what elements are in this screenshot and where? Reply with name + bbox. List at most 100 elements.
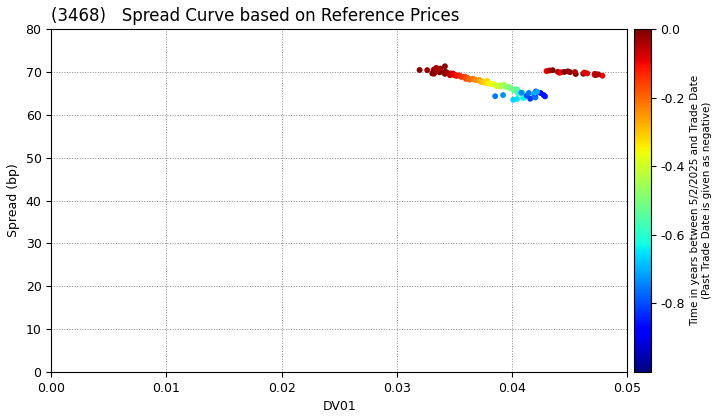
Point [486,81,498,87]
Point [460,76,472,82]
Point [590,71,602,78]
Point [428,71,440,77]
Point [524,95,536,102]
Point [508,87,520,94]
Point [482,77,493,84]
Point [455,74,467,80]
Point [582,70,593,77]
Point [474,76,485,83]
Point [474,77,485,84]
Point [593,71,604,78]
Point [523,89,535,96]
Point [491,83,503,89]
Point [459,74,471,80]
Point [484,80,495,87]
Point [503,84,515,91]
Point [544,67,555,74]
Point [490,93,501,100]
Point [435,65,446,72]
Point [426,70,438,77]
Point [429,69,441,76]
Point [441,69,452,76]
Text: (3468)   Spread Curve based on Reference Prices: (3468) Spread Curve based on Reference P… [51,7,460,25]
Point [529,89,541,96]
Point [489,81,500,88]
Point [570,71,582,77]
Point [487,81,499,87]
Point [562,68,574,75]
Point [448,71,459,78]
Point [521,92,533,99]
Point [516,89,527,96]
Point [589,71,600,77]
Point [469,76,480,83]
Point [570,69,581,76]
Point [449,72,460,79]
Point [478,79,490,86]
Point [589,71,600,78]
Point [495,82,507,89]
Point [510,86,521,92]
Point [500,84,511,90]
Point [431,65,442,71]
Point [590,72,602,79]
Point [498,92,509,98]
Point [434,69,446,76]
Point [432,66,444,73]
Point [538,92,549,98]
Point [441,70,453,76]
Point [414,67,426,74]
Point [513,90,524,97]
X-axis label: DV01: DV01 [323,400,356,413]
Point [467,76,479,82]
Point [530,94,541,101]
Point [499,82,510,89]
Point [474,77,485,84]
Point [556,69,567,76]
Point [535,89,546,96]
Point [469,77,481,84]
Point [447,70,459,77]
Point [428,66,439,73]
Point [554,69,565,76]
Point [441,69,452,76]
Point [464,76,476,83]
Point [451,73,462,79]
Point [528,92,540,99]
Point [564,69,576,76]
Point [559,68,570,75]
Point [505,85,517,92]
Y-axis label: Spread (bp): Spread (bp) [7,164,20,237]
Point [444,72,456,79]
Point [439,71,451,77]
Point [512,87,523,93]
Point [445,70,456,77]
Point [481,80,492,87]
Point [511,87,523,93]
Point [541,68,552,74]
Point [531,88,543,95]
Point [438,69,450,76]
Point [539,93,551,100]
Point [477,78,488,85]
Point [458,74,469,80]
Point [495,83,506,90]
Point [597,72,608,79]
Point [464,76,475,83]
Point [421,67,433,74]
Point [579,69,590,76]
Point [547,67,559,74]
Point [530,88,541,95]
Point [503,84,514,90]
Point [508,87,520,94]
Point [492,82,504,89]
Point [517,94,528,101]
Point [454,72,465,79]
Point [475,79,487,85]
Point [577,71,589,77]
Point [498,81,510,88]
Point [504,84,516,91]
Point [519,94,531,100]
Point [517,89,528,96]
Point [462,74,473,81]
